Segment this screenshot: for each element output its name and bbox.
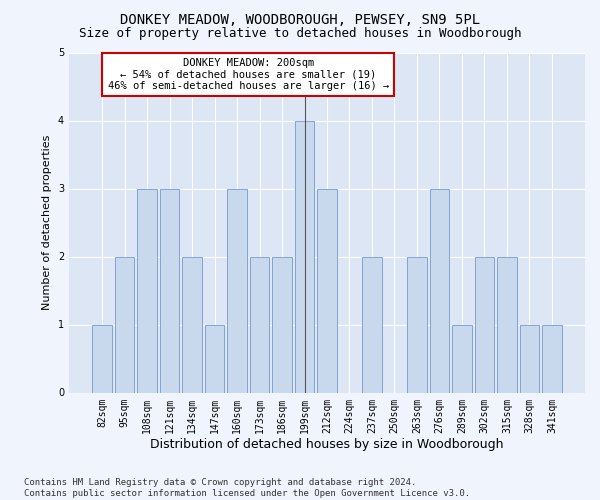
Bar bbox=[430, 188, 449, 392]
Bar bbox=[160, 188, 179, 392]
X-axis label: Distribution of detached houses by size in Woodborough: Distribution of detached houses by size … bbox=[150, 438, 504, 451]
Bar bbox=[182, 256, 202, 392]
Bar bbox=[295, 120, 314, 392]
Bar bbox=[497, 256, 517, 392]
Bar bbox=[115, 256, 134, 392]
Y-axis label: Number of detached properties: Number of detached properties bbox=[43, 135, 52, 310]
Bar bbox=[272, 256, 292, 392]
Bar bbox=[250, 256, 269, 392]
Text: DONKEY MEADOW, WOODBOROUGH, PEWSEY, SN9 5PL: DONKEY MEADOW, WOODBOROUGH, PEWSEY, SN9 … bbox=[120, 12, 480, 26]
Bar bbox=[137, 188, 157, 392]
Bar bbox=[317, 188, 337, 392]
Bar bbox=[475, 256, 494, 392]
Text: Size of property relative to detached houses in Woodborough: Size of property relative to detached ho… bbox=[79, 28, 521, 40]
Text: DONKEY MEADOW: 200sqm
← 54% of detached houses are smaller (19)
46% of semi-deta: DONKEY MEADOW: 200sqm ← 54% of detached … bbox=[107, 58, 389, 91]
Bar bbox=[520, 324, 539, 392]
Bar bbox=[407, 256, 427, 392]
Bar bbox=[362, 256, 382, 392]
Text: Contains HM Land Registry data © Crown copyright and database right 2024.
Contai: Contains HM Land Registry data © Crown c… bbox=[24, 478, 470, 498]
Bar bbox=[205, 324, 224, 392]
Bar bbox=[92, 324, 112, 392]
Bar bbox=[542, 324, 562, 392]
Bar bbox=[452, 324, 472, 392]
Bar bbox=[227, 188, 247, 392]
